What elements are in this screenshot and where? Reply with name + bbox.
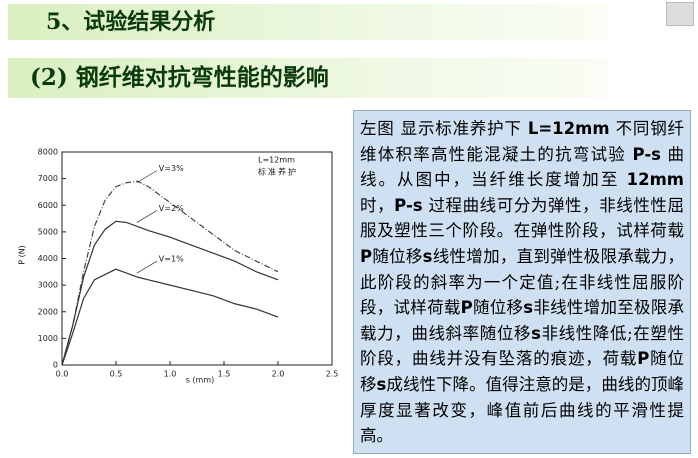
text-run: 线性增加，直到弹性极限承载力，此阶段的斜率为一个定值;在非线性屈服阶段，试样荷载 <box>360 246 685 318</box>
text-run: s <box>376 374 387 394</box>
text-run: 12mm <box>626 170 684 190</box>
y-tick-label: 2000 <box>38 307 58 316</box>
slide-title: 5、试验结果分析 <box>8 4 608 40</box>
text-run: L=12mm <box>527 119 610 138</box>
annotation: 标准养护 <box>258 167 298 177</box>
y-tick-label: 4000 <box>38 254 58 263</box>
y-tick-label: 7000 <box>38 174 58 183</box>
text-run: 成线性下降。值得注意的是，曲线的顶峰厚度显著改变，峰值前后曲线的平滑性提高。 <box>360 374 685 446</box>
text-run: 随位移 <box>472 298 524 318</box>
label-leader <box>136 260 157 274</box>
series-line <box>61 180 279 366</box>
text-run: P-s <box>632 144 662 164</box>
chart: P (N) s (mm) L=12mm 标准养护 0 1000 2000 3000 40… <box>18 148 339 385</box>
y-tick-label: 1000 <box>38 334 58 343</box>
series-line <box>61 220 279 366</box>
x-tick-label: 2.0 <box>272 370 285 379</box>
x-tick-label: 0.5 <box>110 370 123 379</box>
text-run: 不同钢纤维体积率高性能混凝土的抗弯试验 <box>360 119 684 164</box>
series-label: V=2% <box>159 204 184 213</box>
x-tick-label: 2.5 <box>326 370 339 379</box>
slide-subtitle: (2) 钢纤维对抗弯性能的影响 <box>8 58 608 98</box>
text-run: 非线性降低;在塑性阶段，曲线并没有坠落的痕迹，荷载 <box>360 323 685 369</box>
text-run: 曲线。从图中，当纤维长度增加至 <box>360 144 684 190</box>
text-run: P <box>460 298 473 318</box>
y-tick-label: 3000 <box>38 281 58 290</box>
series-label: V=3% <box>159 164 184 173</box>
x-tick-label: 1.0 <box>164 370 177 379</box>
annotation: L=12mm <box>258 156 295 165</box>
x-axis-label: s (mm) <box>186 376 215 385</box>
text-run: 左图 显示标准养护下 <box>360 119 528 138</box>
y-axis-label: P (N) <box>18 245 27 265</box>
y-tick-label: 5000 <box>38 227 58 236</box>
label-leader <box>136 170 157 183</box>
x-tick-label: 1.5 <box>218 370 231 379</box>
text-run: s <box>531 323 541 343</box>
text-run: P <box>360 246 373 266</box>
text-run: 随位移 <box>372 246 423 266</box>
y-tick-label: 0 <box>53 361 58 370</box>
text-run: P <box>637 349 650 369</box>
description: 左图 显示标准养护下 L=12mm 不同钢纤维体积率高性能混凝土的抗弯试验 P-… <box>353 110 691 454</box>
text-run: 随位移 <box>360 349 684 394</box>
text-run: s <box>422 246 433 266</box>
series-label: V=1% <box>159 255 184 264</box>
window-icon[interactable] <box>666 2 694 26</box>
series-line <box>61 268 279 366</box>
text-run: 过程曲线可分为弹性，非线性性屈服及塑性三个阶段。在弹性阶段，试样荷载 <box>360 195 685 241</box>
x-tick-label: 0.0 <box>56 370 69 379</box>
y-tick-label: 6000 <box>38 201 58 210</box>
text-run: P-s <box>394 195 423 215</box>
y-tick-label: 8000 <box>38 148 58 157</box>
label-leader <box>136 210 157 223</box>
text-run: 时， <box>360 195 395 215</box>
text-run: 非线性增加至极限承载力，曲线斜率随位移 <box>360 298 685 343</box>
text-run: s <box>523 298 534 318</box>
plot-frame <box>61 151 333 366</box>
